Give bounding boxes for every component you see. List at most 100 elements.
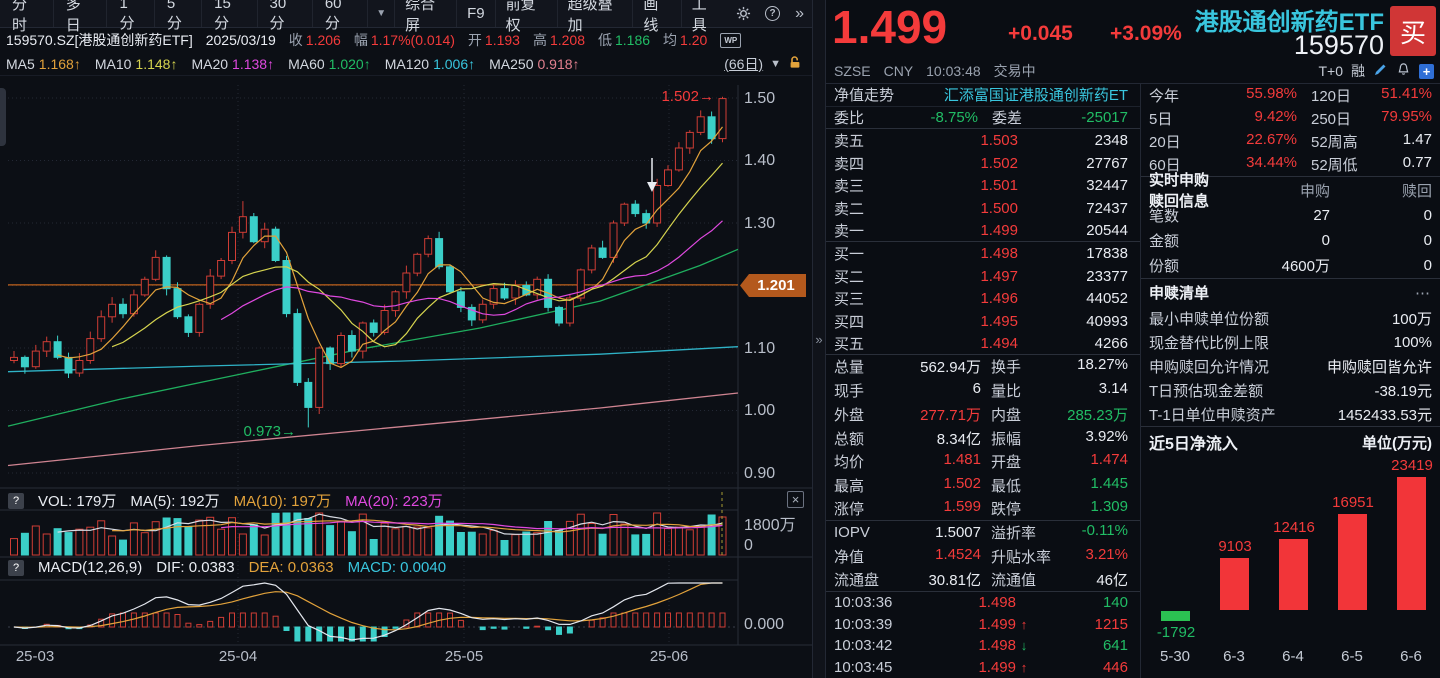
flow-x-label: 5-30 [1159,648,1191,665]
stat-label: 开盘 [991,454,1022,472]
stat-label: 量比 [991,383,1022,401]
stat-cell: 最高 1.502 [834,475,981,496]
net-inflow-bars: -1792 5-30 9103 6-3 12416 6-4 16951 6-5 23419 6-6 [1141,424,1440,678]
pencil-icon[interactable] [1373,62,1388,80]
stat-value: 1.474 [1090,451,1128,469]
order-book-ask-row[interactable]: 卖四 1.502 27767 [826,152,1140,175]
toolbar-f9[interactable]: F9 [456,0,495,27]
order-book-bid-row[interactable]: 买五 1.494 4266 [826,333,1140,356]
ma5-legend: MA5 1.168↑ [6,55,81,72]
period-dropdown-icon[interactable]: ▼ [376,8,387,19]
close-icon[interactable]: × [787,491,804,508]
stat-value: 1.481 [943,451,981,469]
bid-price: 1.495 [980,312,1018,330]
stat-value: 285.23万 [1067,406,1128,424]
visible-period-label[interactable]: (66日) [724,55,764,72]
ask-level-label: 卖一 [834,222,865,240]
open-field: 开 1.193 [467,32,520,48]
order-book-ask-row[interactable]: 卖五 1.503 2348 [826,129,1140,152]
quote-section: 1.499 +0.045 +3.09% 港股通创新药ETF 159570 买 S… [826,0,1440,678]
last-price: 1.499 [832,1,948,53]
returns-row: 5日 9.42% 250日 79.95% [1141,107,1440,130]
ma60-legend: MA60 1.020↑ [288,55,371,72]
stat-label: 流通盘 [834,572,880,590]
stats-row: 最高 1.502 最低 1.445 [826,474,1140,498]
add-to-watchlist-icon[interactable]: + [1419,63,1434,79]
order-book-bid-row[interactable]: 买四 1.495 40993 [826,310,1140,333]
stat-label: IOPV [834,524,870,542]
redemption-value: 0 [1423,232,1432,249]
expand-chevrons-icon[interactable]: » [815,331,823,347]
redemption-list-row: 申购赎回允许情况 申购赎回皆允许 [1141,354,1440,378]
stat-cell: 总量 562.94万 [834,356,981,377]
redemption-list-value: 100万 [1391,310,1432,328]
stat-label: 净值 [834,548,865,566]
returns-row: 今年 55.98% 120日 51.41% [1141,84,1440,107]
collapse-chevron-icon[interactable]: ▼ [770,57,781,70]
stat-cell: 最低 1.445 [981,475,1128,496]
bid-volume: 44052 [1086,290,1128,308]
redemption-value: 0 [1423,257,1432,274]
subscription-label: 份额 [1149,258,1180,275]
stat-value: 30.81亿 [928,572,981,590]
redemption-list-value: 100% [1393,333,1432,351]
stat-label: 总额 [834,430,865,448]
ma10-legend: MA10 1.148↑ [94,55,178,72]
order-book-ask-row[interactable]: 卖一 1.499 20544 [826,220,1140,243]
panel-divider[interactable]: » [812,0,826,678]
stats-row: 外盘 277.71万 内盘 285.23万 [826,403,1140,427]
return-label: 52周低 [1311,157,1358,174]
return-label: 60日 [1149,157,1181,174]
fund-info-column: 今年 55.98% 120日 51.41% 5日 9.42% 250日 79.95% 20日 22… [1140,84,1440,678]
buy-button[interactable]: 买 [1390,6,1436,56]
subscription-value: 0 [1321,232,1330,249]
bell-icon[interactable] [1396,62,1411,80]
order-book-bid-row[interactable]: 买三 1.496 44052 [826,287,1140,310]
collapsed-sidebar-handle[interactable] [0,88,6,146]
price-change-percent: +3.09% [1110,22,1182,45]
tick-row: 10:03:45 1.499 ↑ 446 [826,657,1140,678]
ask-volume: 20544 [1086,221,1128,239]
redemption-list-label: 最小申赎单位份额 [1149,310,1270,328]
ask-level-label: 卖四 [834,155,865,173]
subscription-value: 27 [1313,207,1330,224]
order-book-ask-row[interactable]: 卖二 1.500 72437 [826,197,1140,220]
stat-label: 外盘 [834,406,865,424]
chart-section: 分时 多日 1分 5分 15分 30分 60分 ▼ 综合屏 F9 前复权 超级叠… [0,0,812,678]
return-cell: 60日 34.44% [1149,154,1297,175]
tick-price: 1.499 [978,615,1016,633]
stat-cell: 现手 6 [834,380,981,401]
redemption-list-row: T-1日单位申赎资产 1452433.53元 [1141,402,1440,426]
return-value: 55.98% [1246,85,1297,102]
bid-level-label: 买五 [834,335,865,353]
help-icon[interactable]: ? [758,6,787,21]
stat-cell: 振幅 3.92% [981,428,1128,449]
gear-icon[interactable] [729,6,758,21]
order-book-bid-row[interactable]: 买一 1.498 17838 [826,242,1140,265]
bid-price: 1.494 [980,334,1018,352]
flow-x-label: 6-3 [1223,648,1245,665]
stat-value: 277.71万 [920,406,981,424]
unlock-icon[interactable] [788,55,802,72]
more-options-icon[interactable]: ⋯ [1415,284,1432,302]
fund-link[interactable]: 汇添富国证港股通创新药ET [943,87,1128,105]
stat-label: 溢折率 [991,525,1037,543]
flow-x-label: 6-6 [1400,648,1422,665]
kline-volume-macd-chart[interactable] [0,0,812,678]
stat-value: 1.445 [1090,474,1128,492]
return-label: 20日 [1149,134,1181,151]
order-book-ask-row[interactable]: 卖三 1.501 32447 [826,174,1140,197]
redemption-list-block: 申赎清单 ⋯ 最小申赎单位份额 100万 现金替代比例上限 100% 申购赎回允许情况申… [1141,279,1440,427]
tick-row: 10:03:39 1.499 ↑ 1215 [826,614,1140,636]
flow-bar [1161,611,1190,621]
ask-price: 1.500 [980,199,1018,217]
help-icon[interactable]: ? [8,559,24,576]
stat-cell: 溢折率 -0.11% [981,522,1128,543]
stat-cell: 净值 1.4524 [834,546,981,567]
order-book-bid-row[interactable]: 买二 1.497 23377 [826,265,1140,288]
wp-monitor-icon[interactable]: WP [720,32,742,48]
help-icon[interactable]: ? [8,492,24,509]
stat-cell: 开盘 1.474 [981,451,1128,472]
bid-level-label: 买四 [834,313,865,331]
more-chevrons-icon[interactable]: » [795,4,804,22]
